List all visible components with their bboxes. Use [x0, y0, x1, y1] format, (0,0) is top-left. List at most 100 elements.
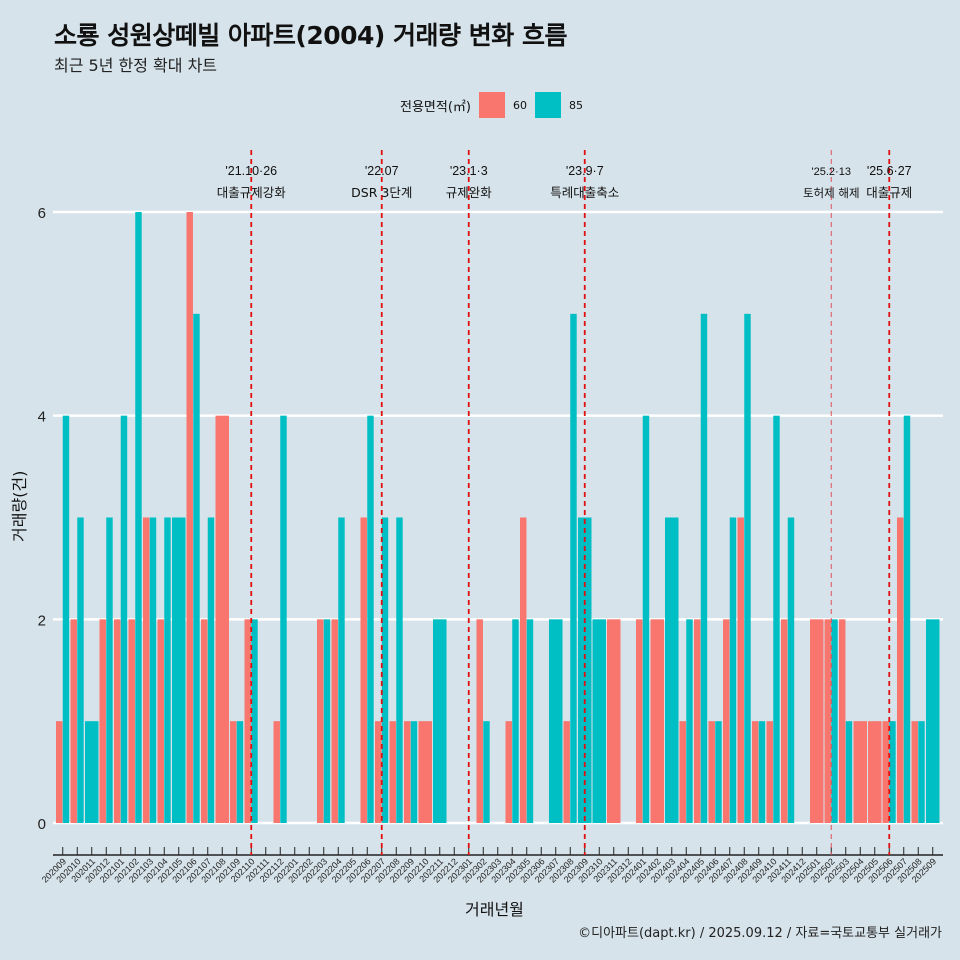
bar-85 [758, 721, 766, 823]
y-tick-label: 4 [38, 409, 46, 426]
bar-60 [636, 619, 643, 823]
bar-60 [839, 619, 846, 823]
bar-60 [781, 619, 788, 823]
bar-60 [273, 721, 280, 823]
bar-85 [396, 517, 403, 823]
legend-swatch-85 [534, 92, 561, 118]
bar-85 [164, 517, 171, 823]
bar-60 [520, 517, 527, 823]
bar-85 [149, 517, 157, 823]
bar-85 [62, 415, 70, 823]
bar-60 [694, 619, 701, 823]
bar-85 [135, 212, 142, 823]
bar-60 [766, 721, 773, 823]
bar-85 [642, 415, 650, 823]
event-label: DSR 3단계 [351, 185, 412, 200]
bar-60 [708, 721, 715, 823]
y-tick-label: 6 [38, 205, 46, 222]
bar-85 [193, 313, 200, 823]
bar-85 [433, 619, 447, 823]
bar-60 [317, 619, 324, 823]
bar-60 [868, 721, 882, 823]
legend-label-85: 85 [568, 98, 583, 112]
bar-60 [70, 619, 77, 823]
event-label: 특례대출축소 [550, 185, 619, 200]
bar-60 [404, 721, 411, 823]
event-date: '23.1·3 [450, 164, 488, 178]
bar-85 [512, 619, 519, 823]
bar-85 [172, 517, 186, 823]
bar-60 [810, 619, 824, 823]
bar-60 [201, 619, 208, 823]
bar-60 [389, 721, 396, 823]
bar-60 [882, 721, 889, 823]
legend-swatch-60 [478, 92, 505, 118]
bar-60 [143, 517, 150, 823]
x-axis-label: 거래년월 [465, 900, 524, 919]
bar-85 [381, 517, 389, 823]
bar-85 [889, 721, 896, 823]
bar-85 [323, 619, 331, 823]
bar-85 [926, 619, 940, 823]
bar-60 [563, 721, 570, 823]
chart-subtitle: 최근 5년 한정 확대 차트 [54, 56, 218, 75]
bar-85 [744, 313, 751, 823]
bar-85 [700, 313, 708, 823]
bar-85 [903, 415, 911, 823]
event-label: 대출규제강화 [217, 185, 287, 200]
event-label: 규제완화 [446, 185, 493, 200]
bar-60 [824, 619, 831, 823]
bar-85 [578, 517, 592, 823]
event-label: 토허제 해제 [803, 186, 860, 200]
legend-label-60: 60 [512, 98, 527, 112]
bar-85 [207, 517, 215, 823]
bar-85 [236, 721, 244, 823]
bar-60 [99, 619, 106, 823]
bar-85 [483, 721, 490, 823]
bar-85 [831, 619, 838, 823]
event-label: 대출규제 [866, 185, 912, 200]
bar-60 [186, 212, 193, 823]
bar-60 [607, 619, 621, 823]
bar-60 [215, 415, 229, 823]
bar-85 [570, 313, 577, 823]
bar-60 [114, 619, 121, 823]
bar-85 [85, 721, 99, 823]
bar-60 [360, 517, 367, 823]
legend-title: 전용면적(㎡) [400, 99, 471, 115]
bar-60 [505, 721, 512, 823]
bar-85 [787, 517, 795, 823]
bar-85 [592, 619, 606, 823]
bar-85 [665, 517, 679, 823]
bar-85 [120, 415, 128, 823]
bar-60 [331, 619, 338, 823]
bar-60 [244, 619, 251, 823]
bar-85 [845, 721, 853, 823]
y-tick-label: 0 [38, 816, 46, 833]
bar-60 [723, 619, 730, 823]
bar-85 [410, 721, 418, 823]
bar-85 [106, 517, 113, 823]
bar-60 [418, 721, 432, 823]
bar-85 [918, 721, 925, 823]
bar-60 [897, 517, 904, 823]
bar-60 [56, 721, 63, 823]
bar-60 [476, 619, 483, 823]
event-date: '25.6·27 [867, 164, 912, 178]
bar-85 [251, 619, 258, 823]
bar-85 [338, 517, 345, 823]
bar-60 [650, 619, 664, 823]
y-tick-label: 2 [38, 612, 46, 629]
footer-credit: ©디아파트(dapt.kr) / 2025.09.12 / 자료=국토교통부 실… [578, 926, 942, 941]
bar-85 [729, 517, 737, 823]
bar-85 [77, 517, 84, 823]
event-date: '22.07 [365, 164, 399, 178]
bar-60 [157, 619, 164, 823]
bar-85 [715, 721, 722, 823]
bar-85 [526, 619, 534, 823]
event-date: '25.2·13 [812, 166, 851, 178]
event-date: '23.9·7 [566, 164, 604, 178]
bar-60 [128, 619, 135, 823]
bar-60 [853, 721, 867, 823]
